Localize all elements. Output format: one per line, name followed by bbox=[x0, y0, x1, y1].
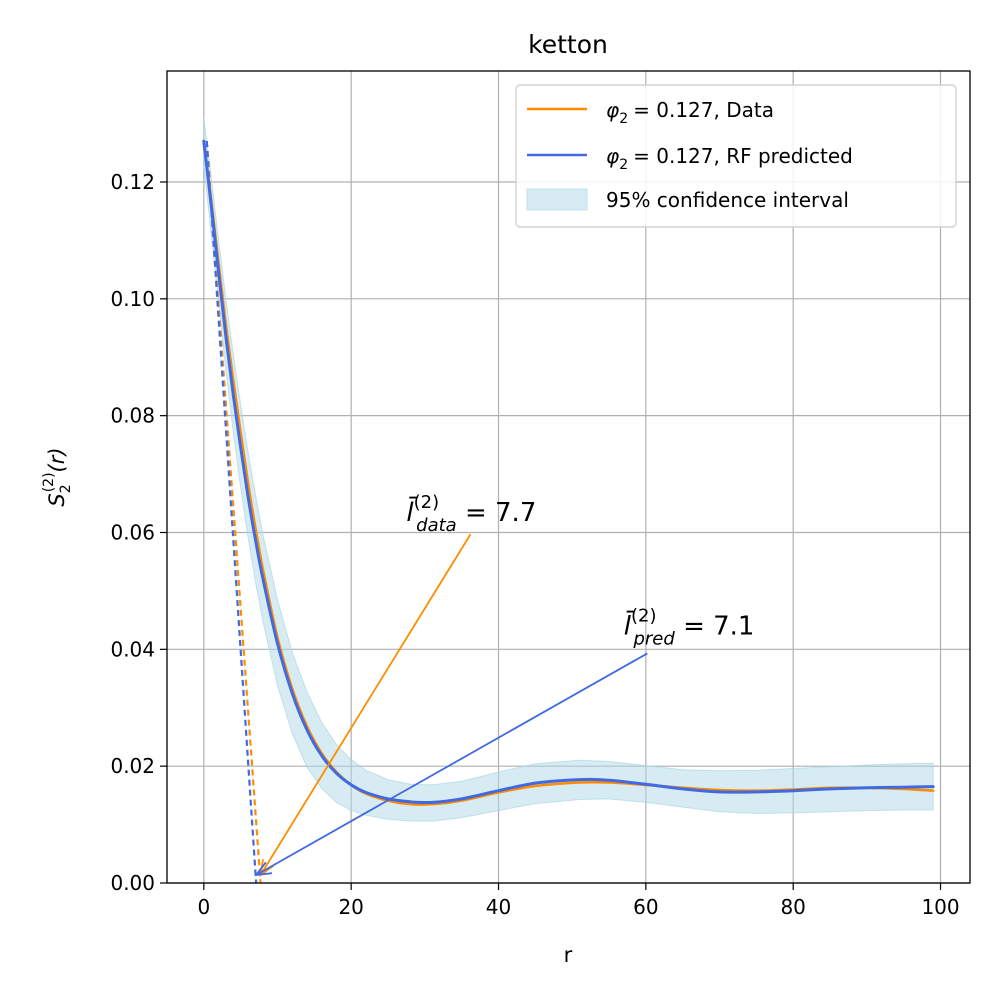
legend-data-phi: φ bbox=[606, 98, 619, 122]
x-tick-label: 0 bbox=[197, 895, 210, 919]
y-tick-label: 0.12 bbox=[110, 170, 155, 194]
annotation-data-label: l̄(2) data = 7.7 bbox=[406, 492, 536, 536]
ann-data-sup: (2) bbox=[414, 492, 440, 513]
legend-label-band: 95% confidence interval bbox=[606, 188, 849, 212]
ann-pred-base: l̄ bbox=[624, 610, 636, 642]
y-tick-label: 0.06 bbox=[110, 520, 155, 544]
annotation-data: l̄(2) data = 7.7 bbox=[406, 492, 536, 536]
legend-data-sub: 2 bbox=[619, 111, 628, 127]
y-tick-label: 0.04 bbox=[110, 637, 155, 661]
y-tick-label: 0.02 bbox=[110, 754, 155, 778]
chart-title: ketton bbox=[528, 30, 608, 59]
annotation-arrows bbox=[254, 533, 648, 877]
legend-pred-value: = 0.127, RF predicted bbox=[633, 144, 853, 168]
annotation-arrowhead-pred bbox=[254, 861, 273, 877]
legend-pred-sub: 2 bbox=[619, 157, 628, 173]
ann-data-sub: data bbox=[416, 515, 457, 536]
x-axis-label: r bbox=[564, 943, 573, 967]
series-line-pred bbox=[202, 139, 935, 805]
y-label-arg: (r) bbox=[45, 447, 69, 472]
legend-pred-phi: φ bbox=[606, 144, 619, 168]
y-label-sup: (2) bbox=[41, 472, 57, 492]
x-tick-label: 80 bbox=[780, 895, 805, 919]
legend-data-value: = 0.127, Data bbox=[633, 98, 774, 122]
legend-label-pred: φ2 = 0.127, RF predicted bbox=[606, 144, 853, 173]
annotation-pred: l̄(2) pred = 7.1 bbox=[624, 606, 755, 650]
x-tick-label: 60 bbox=[633, 895, 658, 919]
legend-swatch-band bbox=[526, 188, 588, 211]
y-axis-label: S2(2)(r) bbox=[41, 447, 74, 506]
ann-pred-sub: pred bbox=[632, 629, 675, 650]
plot-frame bbox=[166, 70, 971, 884]
annotation-pred-label: l̄(2) pred = 7.1 bbox=[624, 606, 755, 650]
legend: φ2 = 0.127, Data φ2 = 0.127, RF predicted … bbox=[515, 84, 957, 228]
legend-label-data: φ2 = 0.127, Data bbox=[606, 98, 774, 127]
ann-pred-value: = 7.1 bbox=[675, 612, 755, 642]
ann-data-base: l̄ bbox=[406, 496, 418, 528]
confidence-band bbox=[203, 117, 934, 822]
tangent-lines bbox=[205, 141, 262, 884]
y-label-base: S bbox=[45, 493, 69, 506]
ticks: 0 20 40 60 80 100 0.00 0.02 0.04 0.06 0.08 0.10 0.12 bbox=[110, 170, 959, 919]
y-tick-label: 0.00 bbox=[110, 871, 155, 895]
x-tick-label: 20 bbox=[338, 895, 363, 919]
annotation-arrow-pred bbox=[255, 652, 648, 876]
annotation-arrow-data bbox=[259, 533, 472, 876]
x-tick-label: 40 bbox=[486, 895, 511, 919]
x-tick-label: 100 bbox=[921, 895, 959, 919]
grid bbox=[167, 71, 970, 884]
y-tick-label: 0.08 bbox=[110, 404, 155, 428]
ann-pred-sup: (2) bbox=[631, 606, 657, 627]
y-tick-label: 0.10 bbox=[110, 287, 155, 311]
legend-box bbox=[515, 84, 957, 228]
confidence-band-layer bbox=[203, 117, 934, 822]
ann-data-value: = 7.7 bbox=[457, 498, 537, 528]
tangent-line-pred bbox=[205, 141, 258, 884]
y-label-sub: 2 bbox=[58, 484, 74, 493]
